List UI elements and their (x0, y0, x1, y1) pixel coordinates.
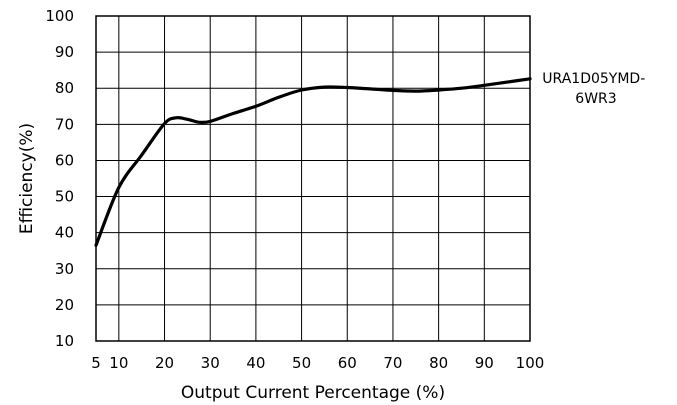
y-tick-label: 60 (55, 151, 74, 169)
plot-frame (95, 15, 531, 342)
x-tick-label: 20 (155, 354, 174, 372)
y-tick-label: 50 (55, 188, 74, 206)
x-tick-label: 60 (338, 354, 357, 372)
series-label: URA1D05YMD- 6WR3 (542, 71, 649, 107)
x-tick-label: 80 (429, 354, 448, 372)
y-axis-title: Efficiency(%) (17, 123, 37, 234)
y-tick-label: 20 (55, 296, 74, 314)
x-axis-title: Output Current Percentage (%) (181, 383, 445, 403)
series-label-line-1: URA1D05YMD- (542, 71, 645, 87)
x-tick-label: 70 (383, 354, 402, 372)
x-tick-label: 10 (109, 354, 128, 372)
x-tick-label: 30 (201, 354, 220, 372)
series-line-ura1d05ymd-6wr3 (94, 77, 532, 247)
x-tick-label: 100 (516, 354, 545, 372)
y-tick-label: 30 (55, 260, 74, 278)
y-tick-label: 100 (45, 7, 74, 25)
y-tick-label: 10 (55, 332, 74, 350)
x-tick-label: 5 (91, 354, 101, 372)
grid-lines (95, 15, 531, 342)
y-tick-label: 90 (55, 43, 74, 61)
series-label-line-2: 6WR3 (575, 91, 616, 107)
x-tick-label: 40 (246, 354, 265, 372)
y-tick-label: 80 (55, 79, 74, 97)
x-tick-label: 90 (475, 354, 494, 372)
x-tick-label: 50 (292, 354, 311, 372)
y-tick-labels: 10 20 30 40 50 60 70 80 90 100 (45, 7, 74, 350)
x-tick-labels: 5 10 20 30 40 50 60 70 80 90 100 (91, 354, 544, 372)
y-tick-label: 40 (55, 224, 74, 242)
y-tick-label: 70 (55, 115, 74, 133)
